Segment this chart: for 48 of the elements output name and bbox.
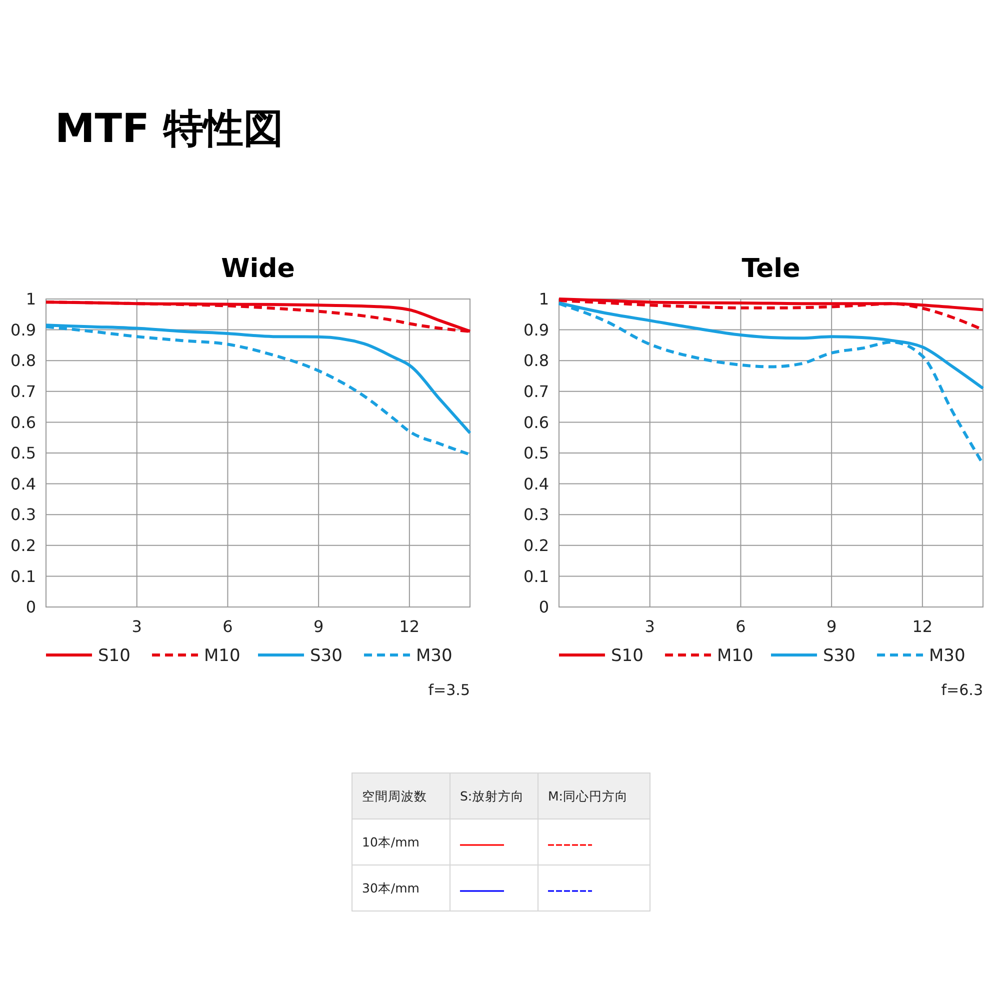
y-tick-label: 1 <box>26 290 36 309</box>
y-tick-label: 0.6 <box>10 412 36 432</box>
y-tick-label: 0.9 <box>524 320 549 340</box>
y-tick-label: 0.3 <box>524 505 549 524</box>
chart-title: Wide <box>221 254 295 284</box>
y-tick-label: 0.2 <box>524 536 549 555</box>
y-tick-label: 1 <box>538 290 549 309</box>
y-tick-label: 0.4 <box>524 474 549 494</box>
x-tick-label: 9 <box>826 617 837 636</box>
legend-label: M10 <box>717 646 754 666</box>
x-tick-label: 3 <box>132 617 142 636</box>
y-tick-label: 0.1 <box>524 566 549 586</box>
legend-label: S10 <box>611 646 644 666</box>
y-tick-label: 0 <box>26 598 36 617</box>
text: MTF 特性図 <box>55 106 284 152</box>
x-tick-label: 6 <box>736 617 746 636</box>
x-tick-label: 12 <box>912 617 933 636</box>
y-tick-label: 0.3 <box>10 505 36 524</box>
legend-label: S30 <box>310 646 342 666</box>
category-label: 30本/mm <box>362 880 420 896</box>
legend-title: 空間周波数 <box>362 788 427 804</box>
y-tick-label: 0.8 <box>524 351 549 370</box>
text: S:放射方向 <box>460 788 524 804</box>
text: f=6.3 <box>941 681 983 699</box>
y-tick-label: 0.1 <box>10 566 36 586</box>
category-label: 10本/mm <box>362 834 420 850</box>
x-tick-label: 3 <box>644 617 655 636</box>
x-tick-label: 9 <box>313 617 324 636</box>
chart-title: Tele <box>742 254 800 284</box>
y-tick-label: 0.7 <box>10 382 36 401</box>
y-tick-label: 0.7 <box>524 382 549 401</box>
text: f=3.5 <box>428 681 470 699</box>
legend-label: S30 <box>823 646 856 666</box>
text: M:同心円方向 <box>548 788 628 804</box>
y-tick-label: 0 <box>538 598 549 617</box>
y-tick-label: 0.6 <box>524 412 549 432</box>
legend-label: M10 <box>204 646 240 666</box>
y-tick-label: 0.9 <box>10 320 36 340</box>
x-tick-label: 12 <box>399 617 420 636</box>
y-tick-label: 0.2 <box>10 536 36 555</box>
y-tick-label: 0.8 <box>10 351 36 370</box>
y-tick-label: 0.4 <box>10 474 36 494</box>
legend-label: M30 <box>416 646 452 666</box>
legend-label: M30 <box>929 646 966 666</box>
legend-label: S10 <box>98 646 130 666</box>
y-tick-label: 0.5 <box>10 444 36 463</box>
x-tick-label: 6 <box>222 617 233 636</box>
y-tick-label: 0.5 <box>524 444 549 463</box>
